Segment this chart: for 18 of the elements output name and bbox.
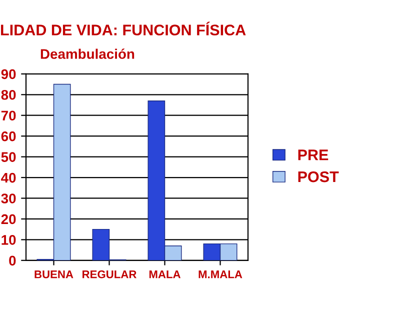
x-tick-label: M.MALA [198,270,242,278]
y-tick-label: 80 [1,90,16,100]
y-tick-label: 70 [1,110,16,121]
y-tick-label: 10 [2,235,16,245]
x-tick-label: MALA [149,270,181,278]
chart-subtitle: Deambulación [40,48,134,59]
legend-label: POST [298,171,339,182]
y-tick-label: 20 [1,214,16,224]
y-tick-label: 40 [1,172,16,183]
y-tick-label: 30 [1,194,16,204]
y-tick-label: 0 [9,256,16,266]
y-tick-label: 60 [1,131,16,142]
chart-title: LIDAD DE VIDA: FUNCION FÍSICA [1,22,246,36]
legend-label: PRE [298,150,328,160]
y-tick-label: 50 [1,152,16,162]
y-tick-label: 90 [1,69,16,80]
x-tick-label: REGULAR [82,270,136,278]
x-tick-label: BUENA [34,270,74,278]
